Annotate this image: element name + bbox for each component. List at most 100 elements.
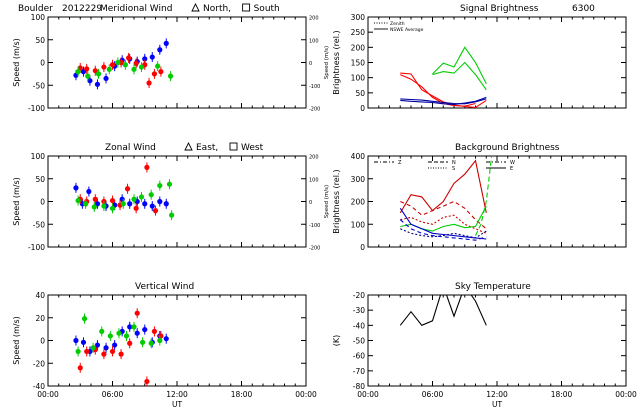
y-tick-label: 50 xyxy=(35,36,45,45)
y-tick-label: 100 xyxy=(351,220,366,229)
data-point xyxy=(109,62,116,68)
data-point xyxy=(151,71,158,77)
data-point xyxy=(103,345,109,351)
x-tick-label: 12:00 xyxy=(486,390,508,399)
data-point xyxy=(166,181,173,187)
y-axis-label: Speed (m/s) xyxy=(12,316,21,365)
y-tick-label: 100 xyxy=(351,74,366,83)
data-point xyxy=(87,78,93,84)
data-point xyxy=(99,328,105,334)
data-point xyxy=(155,63,161,69)
x-tick-label: 00:00 xyxy=(615,390,637,399)
data-point xyxy=(127,201,133,207)
data-point xyxy=(109,205,116,211)
legend-label: NSWE Average xyxy=(390,27,424,33)
data-point xyxy=(142,201,148,207)
plot-frame xyxy=(47,16,307,109)
legend-triangle-icon xyxy=(191,2,200,12)
data-point xyxy=(158,333,164,339)
y-tick-label: -50 xyxy=(33,81,45,90)
x-tick-label: 00:00 xyxy=(295,390,317,399)
data-point xyxy=(148,340,154,346)
data-point xyxy=(95,71,102,77)
data-point xyxy=(144,378,150,385)
vertical-panel: Vertical Wind -40 -20 0 20 40 Speed (m/s) 00:00… xyxy=(12,282,317,409)
chart-title: Meridional Wind xyxy=(100,4,172,14)
series-line xyxy=(432,61,487,91)
y-tick-label: -20 xyxy=(33,359,45,368)
data-point xyxy=(163,201,169,207)
data-point xyxy=(86,188,92,195)
data-point xyxy=(157,337,163,344)
chart-title: Sky Temperature xyxy=(455,282,531,292)
plot-area xyxy=(399,295,487,326)
y-tick-label: 100 xyxy=(31,13,46,22)
y-tick-label: 200 xyxy=(351,43,366,52)
data-point xyxy=(167,73,174,79)
data-point xyxy=(116,330,122,336)
data-point xyxy=(134,330,140,336)
y-axis-label: Speed (m/s) xyxy=(12,177,21,226)
data-point xyxy=(92,196,98,202)
data-point xyxy=(142,326,148,333)
data-point xyxy=(120,201,126,207)
series-line xyxy=(399,207,487,240)
data-point xyxy=(90,345,96,351)
y-axis-label: Speed (m/s) xyxy=(12,38,21,87)
y-tick-label: -50 xyxy=(33,220,45,229)
series-line xyxy=(400,72,487,108)
x-tick-label: 06:00 xyxy=(422,390,444,399)
x-tick-label: 18:00 xyxy=(231,390,253,399)
y-tick-label: -40 xyxy=(33,382,45,391)
plot-area xyxy=(73,308,169,386)
data-point xyxy=(106,66,112,72)
data-point xyxy=(138,194,145,200)
y-tick-label: 0 xyxy=(360,243,365,252)
y-tick-label: 20 xyxy=(35,314,45,323)
data-point xyxy=(138,64,145,70)
data-point xyxy=(101,203,107,209)
y-tick-label: 0 xyxy=(40,59,45,68)
data-point xyxy=(91,204,97,210)
chart-title: Zonal Wind xyxy=(105,143,156,153)
data-point xyxy=(81,316,88,322)
header-site: Boulder xyxy=(18,4,53,14)
y-tick-label: -70 xyxy=(353,367,365,376)
legend-label: East, xyxy=(196,143,218,153)
y2-tick-label: 100 xyxy=(309,38,319,44)
series-line xyxy=(399,295,487,326)
y-tick-label: 0 xyxy=(40,337,45,346)
data-point xyxy=(101,351,107,357)
y-tick-label: -60 xyxy=(353,352,365,361)
y-tick-label: 250 xyxy=(351,28,366,37)
data-point xyxy=(122,62,128,68)
legend-label: Z xyxy=(398,160,402,166)
series-line xyxy=(400,96,487,105)
chart-subtitle: 6300 xyxy=(572,4,595,14)
chart-title: Vertical Wind xyxy=(135,282,194,292)
data-point xyxy=(75,197,81,204)
data-point xyxy=(75,69,81,75)
zonal-panel: Zonal Wind East, West -100 -50 0 50 100 -200 -100… xyxy=(12,141,330,252)
y-tick-label: 150 xyxy=(351,59,366,68)
x-tick-label: 06:00 xyxy=(102,390,124,399)
legend-label: West xyxy=(241,143,264,153)
data-point xyxy=(112,342,118,348)
y-tick-label: 300 xyxy=(351,175,366,184)
data-point xyxy=(148,192,154,198)
data-point xyxy=(94,342,101,348)
plot-frame xyxy=(47,294,307,387)
panels: Meridional Wind North, South -100 -50 0 50 100 -… xyxy=(12,2,637,409)
y2-tick-label: 0 xyxy=(309,61,312,67)
legend-square-icon xyxy=(229,142,238,151)
legend-label: Zenith xyxy=(390,21,405,27)
data-point xyxy=(149,54,155,60)
data-point xyxy=(131,196,137,202)
y-tick-label: 40 xyxy=(35,291,45,300)
legend-label: W xyxy=(510,160,515,166)
data-point xyxy=(107,333,113,339)
legend-label: S xyxy=(452,166,455,172)
series-line xyxy=(400,98,487,105)
data-point xyxy=(75,348,81,355)
